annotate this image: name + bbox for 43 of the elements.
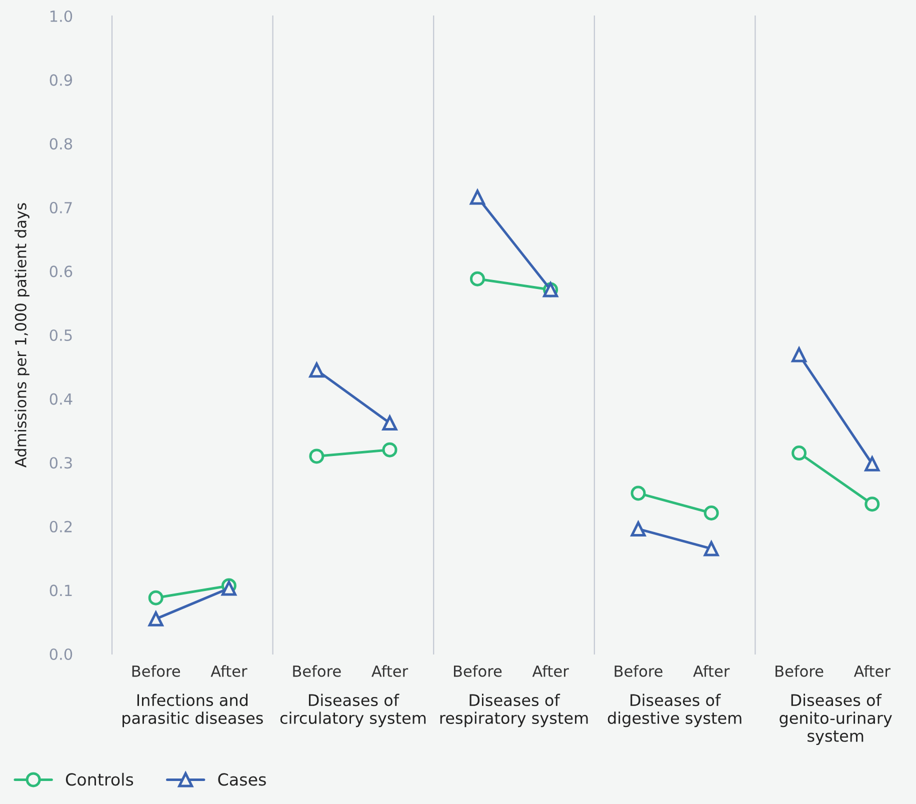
point bbox=[792, 446, 807, 461]
point bbox=[704, 506, 719, 520]
point bbox=[382, 416, 398, 431]
y-tick-label: 0.2 bbox=[50, 520, 72, 532]
point bbox=[792, 347, 807, 362]
x-tick-label: Before bbox=[132, 665, 180, 677]
y-tick-label: 0.3 bbox=[50, 457, 72, 469]
legend-label: Cases bbox=[218, 773, 266, 786]
y-tick-label: 0.0 bbox=[50, 648, 72, 660]
point bbox=[309, 448, 324, 464]
y-tick-label: 0.1 bbox=[50, 584, 72, 596]
y-tick-label: 1.0 bbox=[50, 10, 72, 22]
point bbox=[864, 496, 880, 512]
point bbox=[309, 362, 324, 378]
x-tick-label: After bbox=[372, 665, 408, 677]
y-axis-title: Admissions per 1,000 patient days bbox=[14, 203, 30, 468]
y-tick-label: 0.7 bbox=[50, 202, 72, 214]
x-tick-label: Before bbox=[776, 665, 824, 677]
x-tick-label: After bbox=[693, 665, 730, 677]
x-axis-title: Diseases of respiratory system bbox=[440, 694, 588, 728]
x-axis-title: Diseases of circulatory system bbox=[280, 694, 426, 728]
point bbox=[382, 442, 398, 458]
point bbox=[704, 541, 719, 556]
x-tick-label: After bbox=[854, 665, 890, 677]
x-tick-label: Before bbox=[293, 665, 341, 677]
y-tick-label: 0.9 bbox=[50, 74, 72, 86]
x-tick-label: Before bbox=[454, 665, 502, 677]
x-tick-label: After bbox=[532, 665, 569, 677]
x-tick-label: After bbox=[210, 665, 248, 677]
point bbox=[864, 456, 880, 472]
y-tick-label: 0.4 bbox=[50, 393, 72, 405]
x-axis-title: Diseases of genito-urinary system bbox=[780, 694, 892, 746]
point bbox=[630, 521, 646, 536]
x-axis-title: Diseases of digestive system bbox=[608, 694, 742, 728]
x-axis-title: Infections and parasitic diseases bbox=[122, 694, 263, 728]
y-tick-label: 0.5 bbox=[50, 329, 72, 342]
point bbox=[630, 486, 646, 501]
point bbox=[148, 590, 164, 606]
y-tick-label: 0.6 bbox=[50, 266, 72, 278]
point bbox=[148, 611, 164, 626]
legend-label: Controls bbox=[66, 772, 134, 786]
y-tick-label: 0.8 bbox=[50, 138, 72, 150]
x-tick-label: Before bbox=[614, 665, 662, 677]
